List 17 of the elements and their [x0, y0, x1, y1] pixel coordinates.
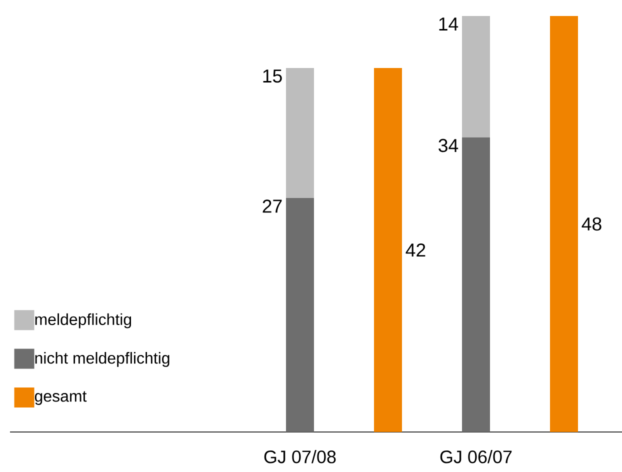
legend-label: gesamt [34, 391, 87, 405]
bar [462, 137, 490, 432]
x-tick-label: GJ 07/08 [264, 450, 336, 464]
legend-label: nicht meldepflichtig [35, 352, 170, 367]
data-label: 34 [438, 138, 458, 152]
data-label: 15 [263, 70, 282, 83]
bar [462, 16, 490, 138]
bar [286, 68, 314, 198]
bar [550, 16, 578, 432]
legend-label: meldepflichtig [35, 313, 132, 328]
x-tick-label: GJ 06/07 [440, 450, 512, 464]
data-label: 48 [582, 217, 602, 231]
bar [286, 198, 314, 432]
data-label: 27 [262, 200, 282, 213]
data-label: 42 [406, 243, 426, 257]
bar [374, 68, 402, 432]
data-label: 14 [439, 18, 458, 30]
